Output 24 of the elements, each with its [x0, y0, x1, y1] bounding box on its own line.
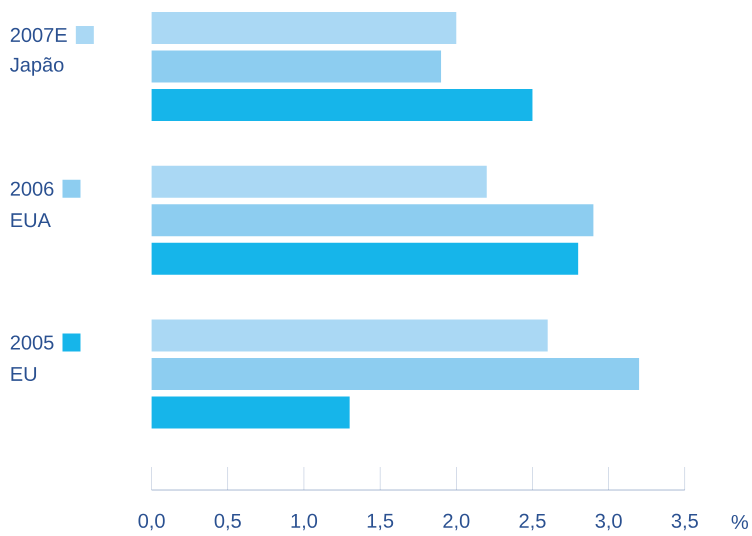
bar: [152, 320, 548, 352]
y-tick-label: Japão: [10, 57, 64, 76]
x-axis-title: %: [732, 515, 748, 530]
x-tick-label: 3,5: [672, 514, 698, 530]
x-tick-label: 2,0: [443, 514, 470, 530]
x-tick-label: 2,5: [520, 514, 546, 530]
legend-label: 2007E: [10, 28, 67, 42]
bar: [152, 166, 487, 198]
bar: [152, 242, 578, 275]
bar: [152, 396, 350, 429]
x-tick-label: 1,5: [368, 514, 394, 530]
legend-label: 2006: [10, 182, 54, 196]
x-tick-label: 3,0: [595, 514, 622, 530]
bar: [152, 204, 594, 236]
x-tick-label: 0,5: [214, 514, 241, 530]
bar: [152, 88, 532, 121]
bar: [152, 12, 456, 44]
x-tick-label: 1,0: [292, 514, 318, 530]
bar: [152, 50, 442, 82]
y-tick-label: EU: [11, 367, 36, 382]
x-tick-label: 0,0: [138, 514, 165, 530]
bar: [152, 358, 640, 390]
legend-label: 2005: [10, 335, 54, 350]
y-tick-label: EUA: [11, 213, 51, 228]
